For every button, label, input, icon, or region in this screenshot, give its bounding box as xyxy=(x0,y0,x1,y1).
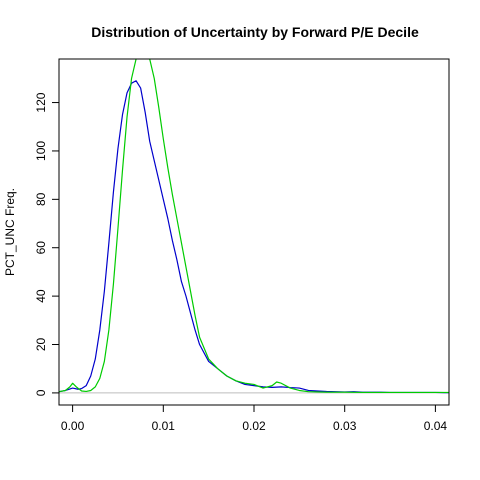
y-tick-label: 100 xyxy=(34,141,48,161)
x-tick-label: 0.03 xyxy=(333,419,357,433)
x-tick-label: 0.02 xyxy=(242,419,266,433)
y-axis-label: PCT_UNC Freq. xyxy=(3,188,17,276)
y-tick-label: 60 xyxy=(34,241,48,255)
x-axis: 0.00 0.01 0.02 0.03 0.04 xyxy=(61,404,448,433)
y-tick-label: 20 xyxy=(34,338,48,352)
x-tick-label: 0.01 xyxy=(152,419,176,433)
y-tick-label: 0 xyxy=(34,389,48,396)
series-lines xyxy=(59,59,449,394)
y-tick-label: 120 xyxy=(34,92,48,112)
y-tick-label: 40 xyxy=(34,289,48,303)
y-tick-label: 80 xyxy=(34,192,48,206)
y-axis: 0 20 40 60 80 100 120 xyxy=(34,92,60,396)
x-tick-label: 0.00 xyxy=(61,419,85,433)
chart-title: Distribution of Uncertainty by Forward P… xyxy=(91,24,419,40)
x-tick-label: 0.04 xyxy=(424,419,448,433)
series-line-2 xyxy=(59,59,449,394)
